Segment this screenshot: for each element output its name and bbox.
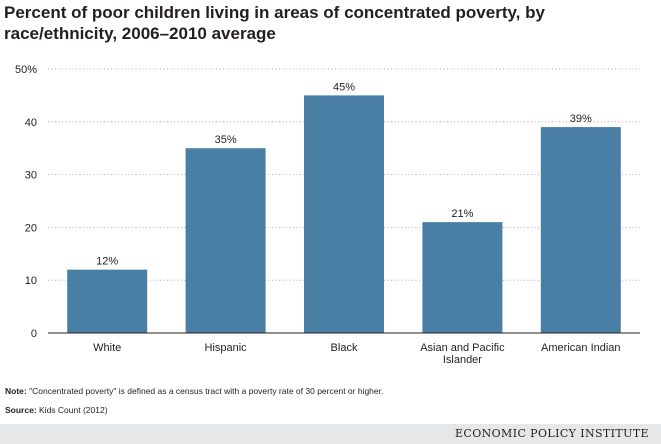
note-text: "Concentrated poverty" is defined as a c… (26, 386, 384, 396)
y-tick-label: 0 (31, 328, 37, 340)
data-label: 39% (570, 113, 592, 125)
data-label: 21% (451, 208, 473, 220)
x-category-label: Black (331, 342, 358, 354)
note-label: Note: (5, 386, 27, 396)
data-labels: 12% 35% 45% 21% 39% (96, 81, 592, 267)
y-tick-label: 30 (25, 170, 37, 182)
bar-chart: 0 10 20 30 40 50% 12% 35% 45% 21% 39% White Hispan… (15, 64, 640, 366)
source-label: Source: (5, 405, 37, 415)
x-category-label: White (93, 342, 121, 354)
brand-logo: ECONOMIC POLICY INSTITUTE (454, 427, 649, 440)
x-category-label: Hispanic (205, 342, 248, 354)
data-label: 45% (333, 81, 355, 93)
source-text: Kids Count (2012) (36, 405, 108, 415)
y-tick-label: 40 (25, 117, 37, 129)
chart-title: Percent of poor children living in areas… (4, 3, 545, 43)
data-label: 35% (215, 134, 237, 146)
y-tick-label: 50% (15, 64, 37, 76)
bars (67, 95, 621, 334)
data-label: 12% (96, 256, 118, 268)
bar (185, 148, 266, 333)
bar (304, 95, 384, 334)
bar (67, 269, 148, 333)
bar (540, 127, 621, 333)
brand-bar: ECONOMIC POLICY INSTITUTE (0, 424, 661, 444)
x-category-label: Islander (443, 354, 482, 366)
source-line: Source: Kids Count (2012) (5, 405, 108, 415)
y-tick-label: 20 (25, 222, 37, 234)
bar (422, 222, 503, 333)
footnote: Note: "Concentrated poverty" is defined … (5, 386, 383, 396)
x-category-label: American Indian (541, 342, 621, 354)
y-tick-label: 10 (25, 275, 37, 287)
x-category-label: Asian and Pacific (420, 342, 505, 354)
x-axis-categories: White Hispanic Black Asian and PacificIslan… (93, 342, 620, 366)
y-axis-ticks: 0 10 20 30 40 50% (15, 64, 37, 340)
